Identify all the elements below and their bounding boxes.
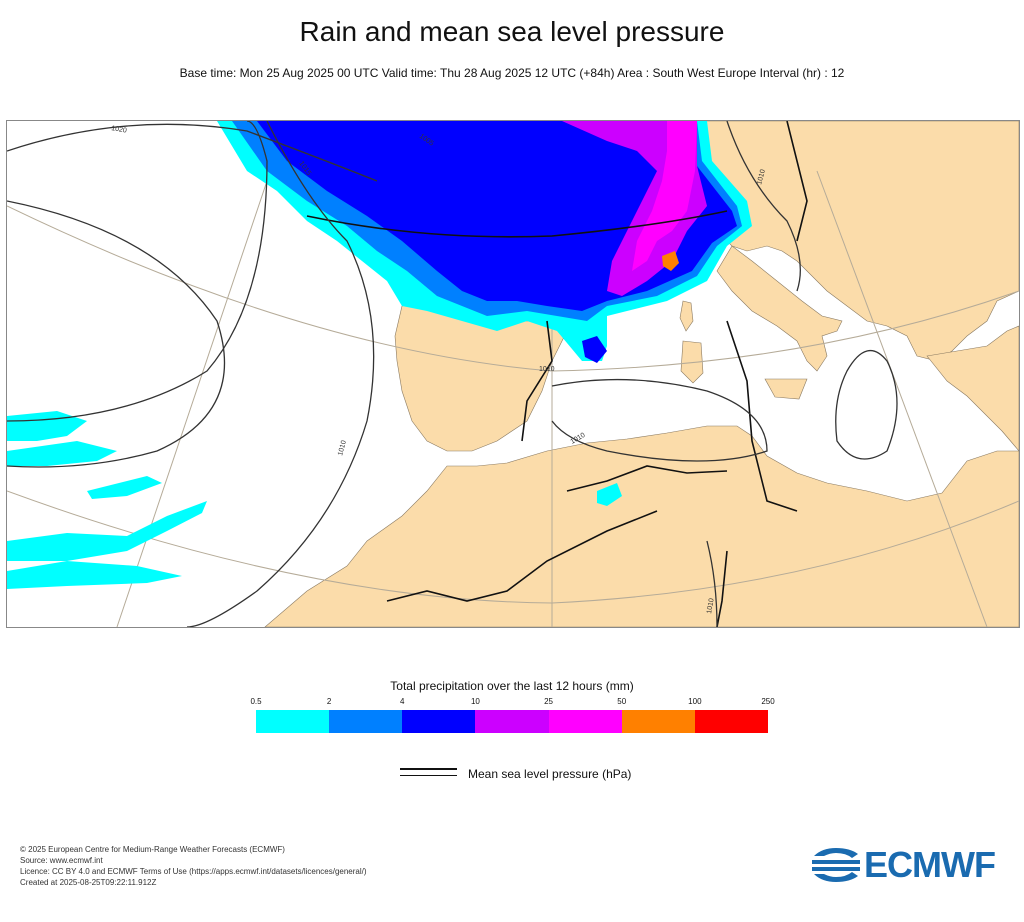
footer: © 2025 European Centre for Medium-Range … bbox=[20, 844, 367, 888]
colorbar-swatch bbox=[402, 710, 476, 733]
footer-source: Source: www.ecmwf.int bbox=[20, 856, 103, 865]
colorbar-tick: 10 bbox=[470, 697, 480, 706]
isobar-label: 1010 bbox=[706, 598, 716, 615]
isobar-label: 1010 bbox=[337, 440, 348, 457]
chart-title: Rain and mean sea level pressure bbox=[299, 16, 725, 47]
rain-algeria bbox=[597, 483, 622, 506]
colorbar-tick: 0.5 bbox=[250, 697, 262, 706]
colorbar-tick: 4 bbox=[400, 697, 405, 706]
colorbar-tick: 100 bbox=[688, 697, 702, 706]
colorbar-ticks: 0.5 2 4 10 25 50 100 250 bbox=[250, 697, 774, 709]
colorbar-swatch bbox=[256, 710, 330, 733]
colorbar-swatch bbox=[548, 710, 622, 733]
footer-licence: Licence: CC BY 4.0 and ECMWF Terms of Us… bbox=[20, 867, 367, 876]
rain-cell-balearic bbox=[582, 336, 607, 363]
rain-50 bbox=[662, 251, 679, 271]
map-panel: 1020 1015 1010 1005 1010 1010 1010 1010 bbox=[6, 120, 1020, 628]
land-layer bbox=[264, 121, 1019, 627]
colorbar-tick: 2 bbox=[326, 697, 332, 706]
ecmwf-logo-text: ECMWF bbox=[864, 844, 996, 885]
land-greece bbox=[926, 325, 1019, 452]
ecmwf-logo-icon bbox=[812, 848, 860, 882]
isobars bbox=[7, 121, 898, 627]
colorbar-tick: 50 bbox=[617, 697, 627, 706]
pressure-legend-symbol bbox=[400, 768, 457, 780]
footer-created: Created at 2025-08-25T09:22:11.912Z bbox=[20, 878, 157, 887]
colorbar bbox=[256, 710, 768, 733]
rain-atlantic-1 bbox=[7, 411, 87, 441]
colorbar-swatch bbox=[329, 710, 403, 733]
colorbar-tick: 250 bbox=[761, 697, 775, 706]
colorbar-tick: 25 bbox=[544, 697, 554, 706]
precip-layer bbox=[7, 121, 752, 589]
pressure-legend-label: Mean sea level pressure (hPa) bbox=[468, 767, 632, 781]
isobar-label: 1010 bbox=[539, 366, 555, 373]
footer-copyright: © 2025 European Centre for Medium-Range … bbox=[20, 845, 285, 854]
rain-atlantic-4 bbox=[7, 561, 182, 589]
isobar-label: 1020 bbox=[111, 125, 128, 135]
rain-atlantic-5 bbox=[87, 476, 162, 499]
map-canvas: 1020 1015 1010 1005 1010 1010 1010 1010 bbox=[7, 121, 1019, 627]
colorbar-swatch bbox=[621, 710, 695, 733]
rain-25 bbox=[632, 121, 697, 271]
isobar-label: 1010 bbox=[756, 169, 767, 186]
ecmwf-logo: ECMWF bbox=[812, 844, 1008, 885]
land-corsica bbox=[679, 300, 694, 332]
colorbar-swatch bbox=[694, 710, 768, 733]
land-north-africa bbox=[264, 425, 1019, 627]
colorbar-swatch bbox=[475, 710, 549, 733]
chart-subtitle: Base time: Mon 25 Aug 2025 00 UTC Valid … bbox=[179, 66, 845, 80]
land-italy bbox=[716, 245, 843, 372]
land-sicily bbox=[764, 378, 808, 400]
borders bbox=[306, 121, 808, 627]
rain-atlantic-3 bbox=[7, 501, 207, 561]
rain-atlantic-2 bbox=[7, 441, 117, 466]
land-sardinia bbox=[680, 340, 704, 384]
colorbar-title: Total precipitation over the last 12 hou… bbox=[390, 679, 634, 693]
